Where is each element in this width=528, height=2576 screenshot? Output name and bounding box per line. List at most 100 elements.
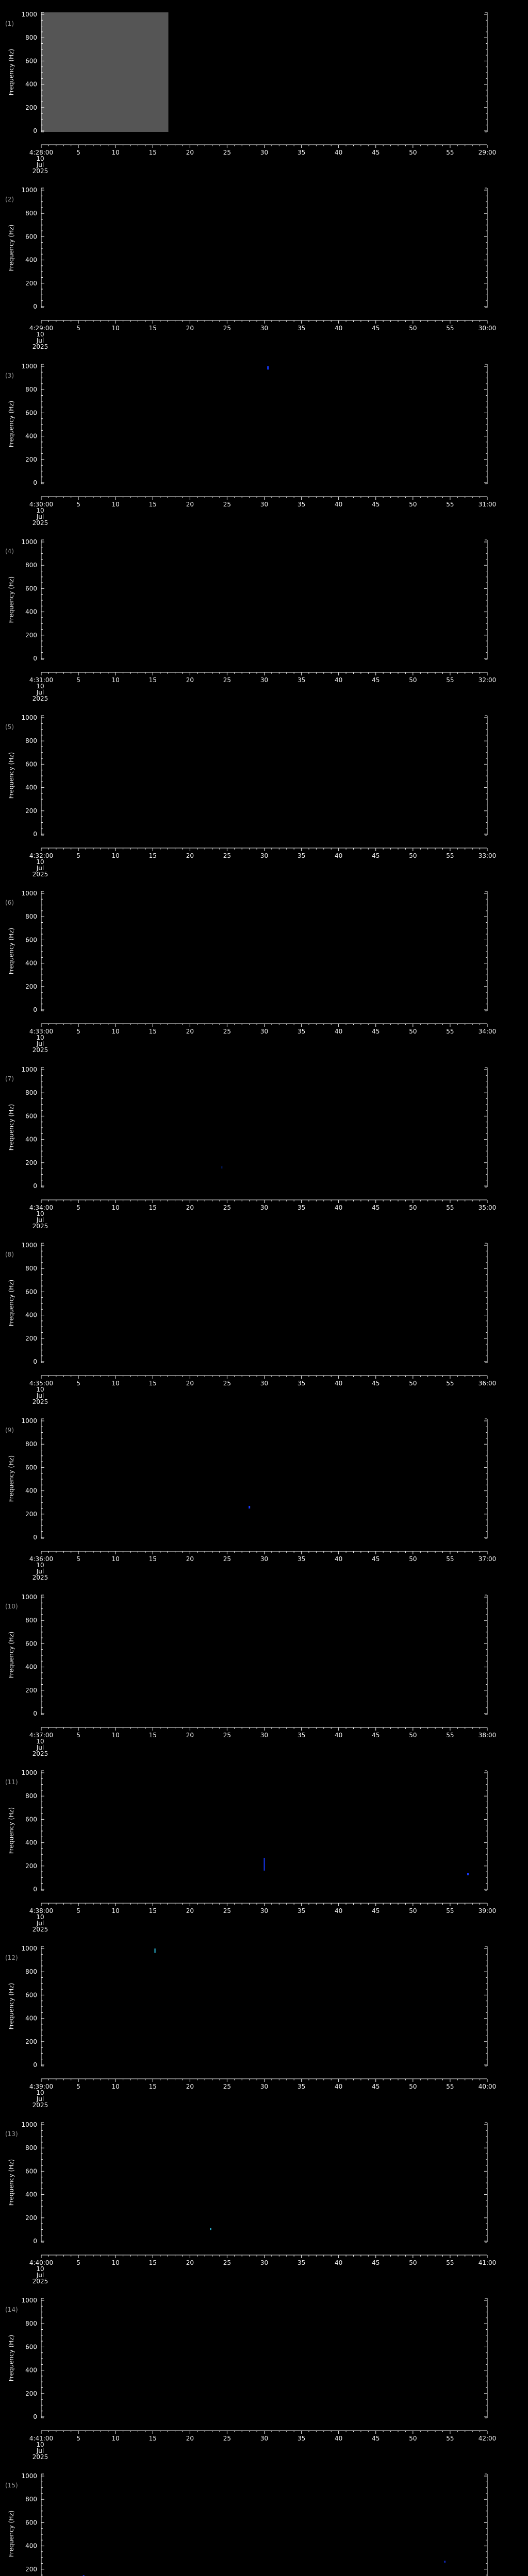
date-label: Jul bbox=[36, 513, 44, 520]
x-tick-label: 45 bbox=[372, 1907, 380, 1914]
frequency-axis-label: Frequency (Hz) bbox=[8, 2335, 15, 2382]
x-tick-label: 40 bbox=[335, 1028, 342, 1035]
x-tick-label: 25 bbox=[223, 1204, 231, 1211]
x-tick-label: 5 bbox=[76, 1380, 80, 1387]
end-time-label: 41:00 bbox=[478, 2259, 497, 2266]
y-tick-label: 800 bbox=[25, 1792, 37, 1800]
frequency-axis-label: Frequency (Hz) bbox=[8, 752, 15, 799]
x-tick-label: 50 bbox=[409, 149, 417, 156]
end-time-label: 36:00 bbox=[478, 1380, 497, 1387]
x-tick-label: 15 bbox=[149, 1380, 157, 1387]
y-tick-label: 0 bbox=[33, 2061, 37, 2069]
x-tick-label: 30 bbox=[260, 1555, 268, 1563]
x-tick-label: 55 bbox=[446, 1380, 454, 1387]
x-tick-label: 25 bbox=[223, 1907, 231, 1914]
x-tick-label: 25 bbox=[223, 676, 231, 684]
date-label: 10 bbox=[36, 858, 44, 866]
x-tick-label: 5 bbox=[76, 501, 80, 508]
x-tick-label: 50 bbox=[409, 1204, 417, 1211]
panel-index-label: (13) bbox=[5, 2130, 18, 2138]
date-label: 2025 bbox=[32, 2278, 48, 2285]
end-time-label: 29:00 bbox=[478, 149, 497, 156]
y-tick-label: 0 bbox=[33, 655, 37, 662]
x-tick-label: 15 bbox=[149, 676, 157, 684]
x-tick-label: 20 bbox=[186, 676, 194, 684]
x-tick-label: 15 bbox=[149, 2259, 157, 2266]
x-tick-label: 50 bbox=[409, 325, 417, 332]
x-tick-label: 50 bbox=[409, 1380, 417, 1387]
panel-index-label: (10) bbox=[5, 1603, 18, 1610]
x-tick-label: 25 bbox=[223, 2259, 231, 2266]
frequency-axis-label: Frequency (Hz) bbox=[8, 1983, 15, 2030]
y-tick-label: 200 bbox=[25, 632, 37, 639]
x-tick-label: 20 bbox=[186, 149, 194, 156]
y-tick-label: 400 bbox=[25, 1136, 37, 1143]
x-tick-label: 55 bbox=[446, 1907, 454, 1914]
x-tick-label: 55 bbox=[446, 501, 454, 508]
x-tick-label: 15 bbox=[149, 149, 157, 156]
date-label: 10 bbox=[36, 1738, 44, 1745]
y-tick-label: 600 bbox=[25, 1112, 37, 1120]
y-tick-label: 0 bbox=[33, 303, 37, 310]
y-tick-label: 1000 bbox=[21, 1769, 37, 1776]
x-tick-label: 20 bbox=[186, 2435, 194, 2442]
panel-index-label: (6) bbox=[5, 899, 14, 906]
x-tick-label: 15 bbox=[149, 1555, 157, 1563]
frequency-axis-label: Frequency (Hz) bbox=[8, 2159, 15, 2206]
x-tick-label: 30 bbox=[260, 852, 268, 859]
frequency-axis-label: Frequency (Hz) bbox=[8, 1280, 15, 1327]
x-tick-label: 15 bbox=[149, 501, 157, 508]
y-tick-label: 0 bbox=[33, 479, 37, 486]
no-data-block bbox=[41, 12, 169, 132]
y-tick-label: 800 bbox=[25, 2496, 37, 2503]
y-tick-label: 400 bbox=[25, 1312, 37, 1319]
date-label: 10 bbox=[36, 2089, 44, 2096]
x-tick-label: 5 bbox=[76, 1028, 80, 1035]
x-tick-label: 5 bbox=[76, 1732, 80, 1739]
date-label: 2025 bbox=[32, 871, 48, 878]
x-tick-label: 20 bbox=[186, 1907, 194, 1914]
x-tick-label: 50 bbox=[409, 1732, 417, 1739]
y-tick-label: 600 bbox=[25, 1640, 37, 1647]
x-tick-label: 35 bbox=[298, 1555, 305, 1563]
y-tick-label: 0 bbox=[33, 2413, 37, 2420]
x-tick-label: 20 bbox=[186, 2083, 194, 2090]
x-tick-label: 55 bbox=[446, 852, 454, 859]
y-tick-label: 200 bbox=[25, 1686, 37, 1693]
x-tick-label: 25 bbox=[223, 325, 231, 332]
date-label: Jul bbox=[36, 1392, 44, 1399]
date-label: 2025 bbox=[32, 2453, 48, 2461]
x-tick-label: 15 bbox=[149, 325, 157, 332]
x-tick-label: 40 bbox=[335, 1204, 342, 1211]
x-tick-label: 35 bbox=[298, 2435, 305, 2442]
x-tick-label: 25 bbox=[223, 2435, 231, 2442]
y-tick-label: 1000 bbox=[21, 1066, 37, 1073]
x-tick-label: 50 bbox=[409, 1907, 417, 1914]
x-tick-label: 25 bbox=[223, 2083, 231, 2090]
x-tick-label: 55 bbox=[446, 2435, 454, 2442]
date-label: 10 bbox=[36, 331, 44, 338]
x-tick-label: 45 bbox=[372, 2259, 380, 2266]
x-tick-label: 5 bbox=[76, 2083, 80, 2090]
x-tick-label: 30 bbox=[260, 501, 268, 508]
x-tick-label: 5 bbox=[76, 1555, 80, 1563]
y-tick-label: 0 bbox=[33, 1006, 37, 1013]
panel-svg: 020040060080010005101520253035404550554:… bbox=[5, 2472, 488, 2576]
spectrogram-panel: 020040060080010005101520253035404550554:… bbox=[0, 2462, 528, 2576]
frequency-axis-label: Frequency (Hz) bbox=[8, 928, 15, 975]
x-tick-label: 35 bbox=[298, 149, 305, 156]
panel-index-label: (14) bbox=[5, 2306, 18, 2313]
x-tick-label: 25 bbox=[223, 501, 231, 508]
x-tick-label: 10 bbox=[112, 1732, 120, 1739]
y-tick-label: 400 bbox=[25, 608, 37, 615]
end-time-label: 37:00 bbox=[478, 1555, 497, 1563]
panel-index-label: (8) bbox=[5, 1251, 14, 1258]
y-tick-label: 200 bbox=[25, 2214, 37, 2221]
